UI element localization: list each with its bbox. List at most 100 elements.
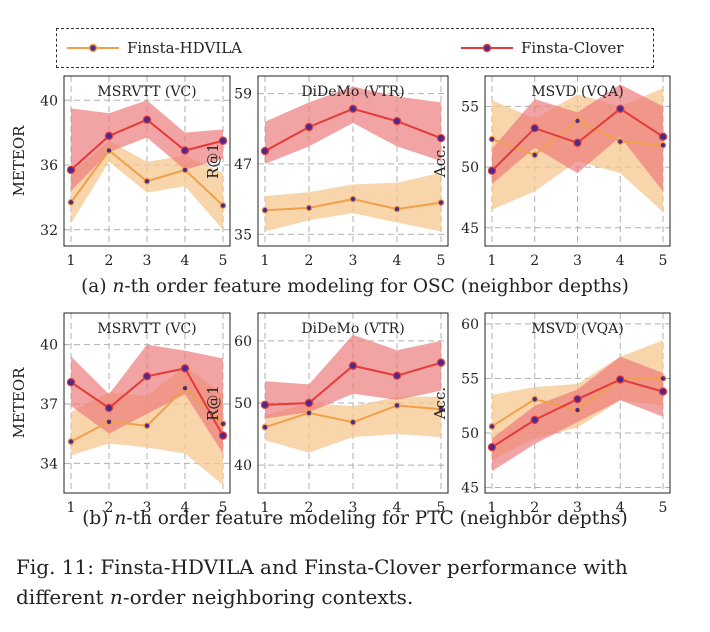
chart-title: MSVD (VQA) <box>531 84 623 100</box>
y-tick-label: 50 <box>234 396 252 412</box>
x-tick-label: 2 <box>530 253 539 269</box>
plot-frame <box>63 75 231 247</box>
x-tick-label: 1 <box>261 500 270 516</box>
x-tick-label: 3 <box>573 253 582 269</box>
x-tick-label: 1 <box>488 500 497 516</box>
data-point-hdvila <box>143 422 151 430</box>
y-axis-label: METEOR <box>10 125 28 197</box>
x-tick-label: 3 <box>143 253 152 269</box>
data-point-clover <box>66 378 76 387</box>
chart-panel-1: MSRVTT (VC) 1 2 3 4 5 32 36 40 METEOR <box>10 75 231 269</box>
figure-caption-line1: Fig. 11: Finsta-HDVILA and Finsta-Clover… <box>16 555 628 579</box>
y-tick-label: 32 <box>40 223 58 239</box>
chart-title: DiDeMo (VTR) <box>301 84 404 100</box>
x-tick-label: 5 <box>659 500 668 516</box>
data-point-clover <box>304 122 314 132</box>
data-point-hdvila <box>105 147 113 154</box>
x-tick-label: 5 <box>437 253 446 269</box>
data-point-hdvila <box>488 135 496 143</box>
x-tick-label: 4 <box>393 500 402 516</box>
x-tick-label: 4 <box>393 253 402 269</box>
y-tick-label: 55 <box>461 371 479 387</box>
data-point-hdvila <box>393 205 401 213</box>
x-tick-label: 3 <box>349 253 358 269</box>
band-clover <box>265 86 441 164</box>
x-tick-label: 2 <box>305 253 314 269</box>
y-tick-label: 47 <box>234 157 252 173</box>
data-point-hdvila <box>659 141 667 149</box>
x-tick-label: 2 <box>105 253 114 269</box>
legend-item-clover: Finsta-Clover <box>459 37 623 59</box>
x-tick-label: 4 <box>616 500 625 516</box>
x-tick-label: 1 <box>67 500 76 516</box>
x-tick-label: 2 <box>530 500 539 516</box>
x-tick-label: 4 <box>181 253 190 269</box>
data-point-hdvila <box>67 438 75 445</box>
data-point-clover <box>530 415 539 425</box>
data-point-hdvila <box>437 199 445 207</box>
y-axis-label: R@1 <box>204 143 222 179</box>
x-tick-label: 5 <box>437 500 446 516</box>
data-point-clover <box>142 372 152 381</box>
data-point-hdvila <box>261 423 269 431</box>
x-tick-label: 1 <box>261 253 270 269</box>
data-point-clover <box>304 398 314 408</box>
legend-label-clover: Finsta-Clover <box>521 39 624 57</box>
data-point-clover <box>573 394 582 404</box>
data-point-clover <box>142 115 152 124</box>
y-tick-label: 35 <box>234 227 252 243</box>
data-point-hdvila <box>437 405 445 413</box>
plot-frame <box>257 75 449 247</box>
data-point-hdvila <box>349 418 357 426</box>
data-point-hdvila <box>143 177 151 185</box>
data-point-hdvila <box>67 198 75 206</box>
data-point-hdvila <box>105 418 113 426</box>
data-point-hdvila <box>531 395 539 403</box>
data-point-clover <box>104 403 114 413</box>
x-tick-label: 3 <box>349 500 358 516</box>
y-tick-label: 34 <box>40 456 58 472</box>
data-point-clover <box>436 358 446 367</box>
data-point-hdvila <box>531 151 539 159</box>
x-tick-label: 5 <box>659 253 668 269</box>
plot-frame <box>63 312 231 494</box>
figure-caption: Fig. 11: Finsta-HDVILA and Finsta-Clover… <box>16 552 696 612</box>
data-point-hdvila <box>574 406 581 414</box>
plot-frame <box>484 312 671 494</box>
figure-caption-line2: different n-order neighboring contexts. <box>16 585 414 609</box>
x-tick-label: 1 <box>488 253 497 269</box>
y-tick-label: 40 <box>234 458 252 474</box>
data-point-clover <box>530 124 539 133</box>
legend-swatch-hdvila <box>67 43 119 53</box>
data-point-hdvila <box>305 409 313 417</box>
data-point-hdvila <box>219 202 227 209</box>
data-point-hdvila <box>181 166 189 174</box>
y-tick-label: 50 <box>461 426 479 442</box>
chart-title: MSRVTT (VC) <box>97 84 196 100</box>
x-tick-label: 5 <box>219 253 228 269</box>
data-point-hdvila <box>574 117 581 125</box>
data-point-clover <box>104 131 114 141</box>
data-point-clover <box>260 400 270 410</box>
data-point-clover <box>260 146 270 156</box>
y-tick-label: 40 <box>40 338 58 354</box>
data-point-clover <box>180 364 190 373</box>
data-point-clover <box>658 132 668 141</box>
legend-swatch-clover <box>461 43 513 53</box>
y-tick-label: 59 <box>234 87 252 103</box>
data-point-hdvila <box>393 402 401 409</box>
x-tick-label: 4 <box>181 500 190 516</box>
data-point-hdvila <box>305 204 313 212</box>
chart-title: MSRVTT (VC) <box>97 321 196 337</box>
y-axis-label: R@1 <box>204 385 222 421</box>
data-point-hdvila <box>349 195 357 203</box>
data-point-clover <box>616 104 625 113</box>
y-tick-label: 37 <box>40 397 58 413</box>
chart-panel-2: DiDeMo (VTR) 1 2 3 4 5 35 47 59 R@1 <box>204 75 449 269</box>
data-point-clover <box>348 361 358 370</box>
data-point-clover <box>436 133 446 143</box>
y-tick-label: 40 <box>40 93 58 109</box>
y-tick-label: 55 <box>461 99 479 115</box>
